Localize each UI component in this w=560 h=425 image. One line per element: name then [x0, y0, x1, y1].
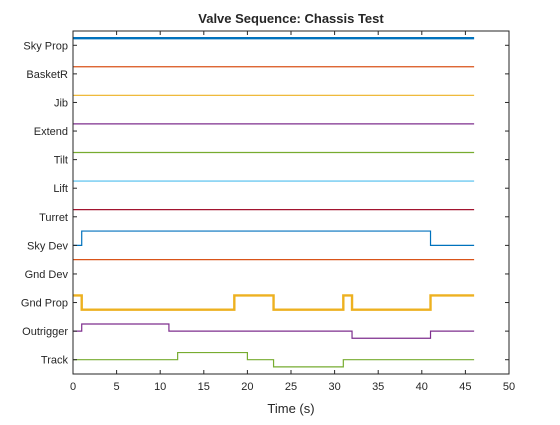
y-tick-label: Lift	[53, 183, 68, 195]
chart-title: Valve Sequence: Chassis Test	[198, 11, 384, 26]
series-line-outrigger	[73, 323, 475, 339]
y-ticks: Sky Prop BasketR Jib Extend Tilt Lift Turret Sk…	[21, 40, 509, 367]
y-tick-label: Tilt	[54, 155, 68, 167]
x-tick-label: 0	[70, 381, 76, 393]
y-tick-label: Sky Dev	[27, 240, 68, 252]
series-layer	[73, 36, 475, 368]
x-tick-label: 50	[503, 381, 515, 393]
series-line-sky-dev	[73, 230, 475, 246]
x-tick-label: 45	[459, 381, 471, 393]
x-tick-label: 30	[328, 381, 340, 393]
x-tick-label: 20	[241, 381, 253, 393]
y-tick-label: Track	[41, 355, 69, 367]
plot-area	[73, 31, 509, 374]
x-axis-label: Time (s)	[267, 401, 314, 416]
x-tick-label: 15	[198, 381, 210, 393]
x-tick-label: 40	[416, 381, 428, 393]
series-line-track	[73, 351, 475, 368]
y-tick-label: Gnd Prop	[21, 298, 68, 310]
y-tick-label: Sky Prop	[23, 40, 68, 52]
x-tick-label: 35	[372, 381, 384, 393]
y-tick-label: Extend	[34, 126, 68, 138]
series-line-gnd-prop	[73, 294, 475, 311]
x-ticks: 0 5 10 15 20 25 30 35 40 45 50	[70, 31, 515, 393]
y-tick-label: BasketR	[26, 69, 68, 81]
y-tick-label: Gnd Dev	[25, 269, 69, 281]
x-tick-label: 10	[154, 381, 166, 393]
y-tick-label: Jib	[54, 97, 68, 109]
y-tick-label: Outrigger	[22, 326, 68, 338]
x-tick-label: 25	[285, 381, 297, 393]
y-tick-label: Turret	[39, 212, 68, 224]
x-tick-label: 5	[114, 381, 120, 393]
